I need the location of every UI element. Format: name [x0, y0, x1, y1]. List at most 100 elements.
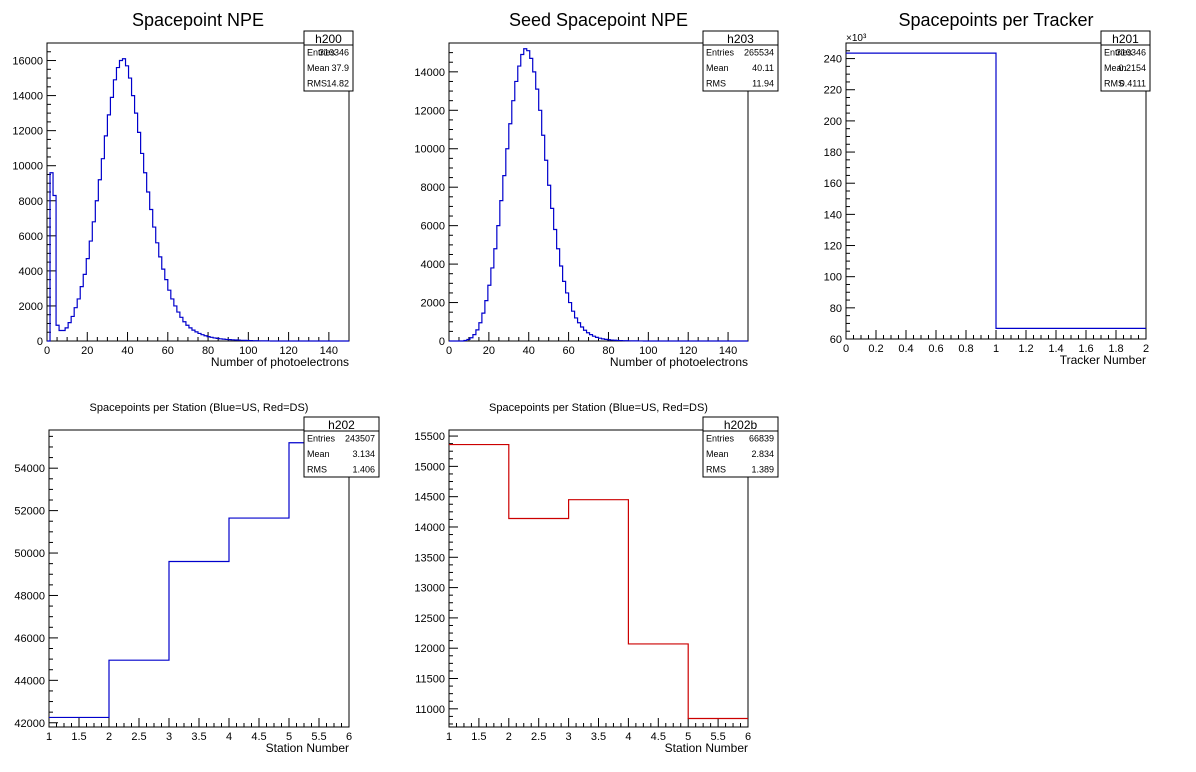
y-tick-label: 48000 — [14, 590, 45, 602]
x-tick-label: 20 — [81, 345, 93, 357]
y-tick-label: 11500 — [415, 674, 445, 686]
stats-value: 11.94 — [752, 78, 774, 88]
x-tick-label: 4 — [625, 731, 631, 743]
x-tick-label: 1.5 — [471, 731, 486, 743]
y-tick-label: 60 — [830, 334, 842, 346]
x-tick-label: 2 — [506, 731, 512, 743]
y-tick-label: 0 — [439, 336, 445, 348]
y-tick-label: 42000 — [14, 718, 45, 730]
stats-value: 0.4111 — [1120, 78, 1146, 88]
x-tick-label: 4 — [226, 731, 232, 743]
stats-value: 1.406 — [352, 464, 375, 474]
y-axis-exponent: ×10³ — [846, 33, 867, 44]
x-tick-label: 60 — [162, 345, 174, 357]
x-axis-label: Number of photoelectrons — [610, 355, 748, 369]
x-tick-label: 0.8 — [958, 343, 973, 355]
x-tick-label: 5.5 — [311, 731, 326, 743]
y-tick-label: 11000 — [415, 704, 445, 716]
stats-box-name: h200 — [315, 32, 342, 46]
y-tick-label: 12000 — [12, 126, 43, 138]
stats-label: Entries — [706, 434, 735, 444]
x-tick-label: 1.5 — [71, 731, 86, 743]
stats-value: 40.11 — [752, 63, 774, 73]
y-tick-label: 12000 — [414, 643, 445, 655]
y-tick-label: 10000 — [414, 144, 445, 156]
x-tick-label: 0.4 — [898, 343, 913, 355]
stats-label: Entries — [1104, 48, 1133, 58]
y-tick-label: 15000 — [414, 461, 445, 473]
y-tick-label: 12500 — [414, 613, 445, 625]
stats-label: RMS — [307, 78, 327, 88]
x-tick-label: 2 — [106, 731, 112, 743]
x-tick-label: 6 — [346, 731, 352, 743]
chart-h203: Seed Spacepoint NPE 0 20 40 60 80 100 120 140 0 20… — [414, 10, 779, 369]
x-axis-label: Number of photoelectrons — [211, 355, 349, 369]
stats-label: Entries — [307, 48, 336, 58]
y-tick-label: 6000 — [19, 231, 43, 243]
chart-title: Spacepoints per Station (Blue=US, Red=DS… — [90, 402, 309, 414]
stats-label: Mean — [706, 63, 729, 73]
y-tick-label: 4000 — [19, 266, 43, 278]
x-tick-label: 4.5 — [251, 731, 266, 743]
y-tick-label: 220 — [824, 85, 842, 97]
y-tick-label: 10000 — [12, 161, 43, 173]
x-tick-label: 1.2 — [1018, 343, 1033, 355]
x-tick-label: 80 — [202, 345, 214, 357]
stats-label: Mean — [307, 449, 330, 459]
stats-box-frame — [303, 416, 380, 478]
y-tick-label: 15500 — [414, 431, 445, 443]
y-tick-label: 52000 — [14, 506, 45, 518]
x-tick-label: 5 — [286, 731, 292, 743]
x-tick-label: 100 — [639, 345, 657, 357]
y-tick-label: 8000 — [19, 196, 43, 208]
stats-box-frame — [1100, 30, 1151, 92]
stats-box-frame — [702, 416, 779, 478]
y-tick-label: 13000 — [414, 583, 445, 595]
chart-h200: Spacepoint NPE 0 20 40 60 80 100 120 140 0 2000 400… — [12, 10, 354, 369]
x-tick-label: 3.5 — [591, 731, 606, 743]
y-tick-label: 46000 — [14, 633, 45, 645]
stats-value: 37.9 — [331, 63, 349, 73]
stats-label: Entries — [307, 434, 336, 444]
chart-h202: Spacepoints per Station (Blue=US, Red=DS… — [14, 402, 380, 755]
histogram-line — [846, 52, 1146, 330]
y-tick-label: 240 — [824, 54, 842, 66]
stats-value: 310346 — [1116, 48, 1146, 58]
y-tick-label: 13500 — [414, 552, 445, 564]
stats-value: 3.134 — [352, 449, 375, 459]
x-tick-label: 3.5 — [191, 731, 206, 743]
x-tick-label: 1 — [46, 731, 52, 743]
y-tick-label: 200 — [824, 116, 842, 128]
x-tick-label: 2.5 — [131, 731, 146, 743]
stats-box-frame — [303, 30, 354, 92]
y-tick-label: 180 — [824, 147, 842, 159]
histogram-line — [49, 442, 349, 719]
stats-value: 265534 — [744, 48, 774, 58]
stats-value: 0.2154 — [1118, 63, 1146, 73]
x-tick-label: 5 — [685, 731, 691, 743]
y-tick-label: 14000 — [414, 522, 445, 534]
y-tick-label: 8000 — [421, 182, 445, 194]
x-tick-label: 1 — [993, 343, 999, 355]
y-tick-label: 160 — [824, 178, 842, 190]
stats-box-name: h202 — [328, 418, 355, 432]
y-tick-label: 140 — [824, 209, 842, 221]
stats-label: RMS — [706, 464, 726, 474]
y-tick-label: 2000 — [19, 301, 43, 313]
x-tick-label: 1.6 — [1078, 343, 1093, 355]
stats-label: Mean — [307, 63, 330, 73]
x-axis-label: Station Number — [266, 741, 349, 755]
stats-box-name: h202b — [724, 418, 758, 432]
x-tick-label: 1.4 — [1048, 343, 1063, 355]
x-tick-label: 1 — [446, 731, 452, 743]
x-axis-label: Station Number — [665, 741, 748, 755]
y-tick-label: 14500 — [414, 492, 445, 504]
y-tick-label: 54000 — [14, 463, 45, 475]
chart-title: Seed Spacepoint NPE — [509, 10, 688, 30]
x-tick-label: 2.5 — [531, 731, 546, 743]
y-tick-label: 120 — [824, 241, 842, 253]
x-tick-label: 120 — [679, 345, 697, 357]
